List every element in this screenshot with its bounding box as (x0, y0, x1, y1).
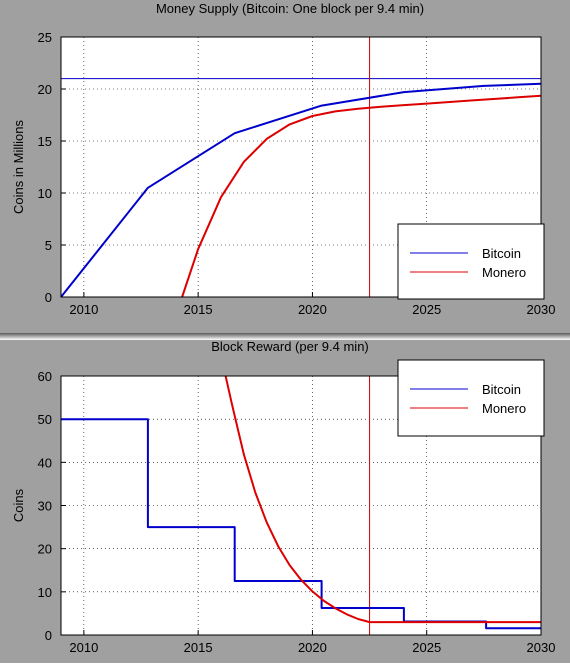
block-reward-chart: Block Reward (per 9.4 min)2010 2015 2020 20… (11, 339, 556, 655)
x-tick-label: 2015 (184, 640, 213, 655)
y-tick-label: 10 (38, 186, 52, 201)
y-tick-label: 10 (38, 585, 52, 600)
y-axis-label: Coins (11, 488, 26, 522)
panel-divider (0, 333, 570, 340)
plot-frame (60, 36, 542, 298)
x-tick-label: 2015 (184, 302, 213, 317)
money-supply-panel: Money Supply (Bitcoin: One block per 9.4… (0, 0, 570, 333)
chart-title: Block Reward (per 9.4 min) (211, 340, 369, 354)
legend-label-monero: Monero (482, 265, 526, 280)
y-tick-label: 0 (45, 290, 52, 305)
legend-label-bitcoin: Bitcoin (482, 246, 521, 261)
x-tick-label: 2010 (69, 302, 98, 317)
legend-label-bitcoin: Bitcoin (482, 382, 521, 397)
y-tick-label: 0 (45, 628, 52, 643)
y-tick-label: 20 (38, 542, 52, 557)
series-line-bitcoin (60, 82, 542, 298)
y-axis-label: Coins in Millions (11, 120, 26, 214)
x-tick-label: 2020 (298, 302, 327, 317)
legend-label-monero: Monero (482, 401, 526, 416)
legend (397, 223, 545, 300)
x-tick-label: 2025 (412, 640, 441, 655)
x-tick-label: 2030 (527, 640, 556, 655)
y-tick-label: 25 (38, 30, 52, 45)
series-line-monero (224, 375, 541, 624)
x-tick-label: 2030 (527, 302, 556, 317)
y-tick-label: 50 (38, 412, 52, 427)
money-supply-chart: Money Supply (Bitcoin: One block per 9.4… (11, 1, 556, 317)
plot-frame (60, 375, 542, 636)
y-tick-label: 60 (38, 369, 52, 384)
y-tick-label: 20 (38, 82, 52, 97)
chart-title: Money Supply (Bitcoin: One block per 9.4… (156, 1, 424, 16)
legend (397, 359, 545, 437)
y-tick-label: 40 (38, 455, 52, 470)
x-tick-label: 2020 (298, 640, 327, 655)
block-reward-panel: Block Reward (per 9.4 min) 2010 2015 2020 20… (0, 339, 570, 663)
y-tick-label: 15 (38, 134, 52, 149)
y-tick-label: 5 (45, 238, 52, 253)
x-tick-label: 2010 (69, 640, 98, 655)
series-line-monero (181, 94, 542, 298)
x-tick-label: 2025 (412, 302, 441, 317)
y-tick-label: 30 (38, 499, 52, 514)
